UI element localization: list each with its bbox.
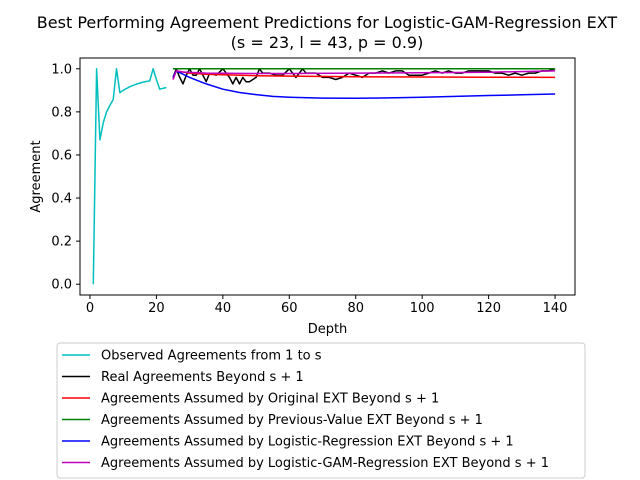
legend-entry: Observed Agreements from 1 to s xyxy=(101,349,322,364)
x-tick-label: 60 xyxy=(281,301,298,316)
legend-entry: Agreements Assumed by Logistic-GAM-Regre… xyxy=(101,456,549,471)
x-tick-label: 80 xyxy=(347,301,364,316)
legend: Observed Agreements from 1 to s Real Agre… xyxy=(56,342,586,479)
x-tick-label: 140 xyxy=(543,301,568,316)
y-tick-label: 0.8 xyxy=(51,105,72,120)
x-axis: 0 20 40 60 80 100 120 140 xyxy=(86,295,568,316)
legend-entry: Agreements Assumed by Previous-Value EXT… xyxy=(101,413,483,428)
y-axis-label: Agreement xyxy=(29,140,44,212)
y-tick-label: 0.6 xyxy=(51,148,72,163)
legend-frame xyxy=(56,342,586,479)
y-tick-label: 0.0 xyxy=(51,278,72,293)
series-line-6 xyxy=(172,70,556,80)
series-line-1 xyxy=(92,68,167,285)
y-tick-label: 0.4 xyxy=(51,192,72,207)
x-tick-label: 40 xyxy=(215,301,232,316)
plot-area xyxy=(79,57,576,296)
y-tick-label: 1.0 xyxy=(51,62,72,77)
legend-entry: Agreements Assumed by Original EXT Beyon… xyxy=(101,392,439,407)
x-tick-label: 0 xyxy=(86,301,94,316)
y-tick-label: 0.2 xyxy=(51,235,72,250)
x-tick-label: 100 xyxy=(410,301,435,316)
chart-title: Best Performing Agreement Predictions fo… xyxy=(37,13,618,32)
legend-entry: Agreements Assumed by Logistic-Regressio… xyxy=(101,435,514,450)
legend-entry: Real Agreements Beyond s + 1 xyxy=(101,370,304,385)
x-tick-label: 20 xyxy=(148,301,165,316)
plot-frame xyxy=(79,57,576,296)
y-axis: 0.0 0.2 0.4 0.6 0.8 1.0 xyxy=(51,62,80,293)
x-axis-label: Depth xyxy=(308,322,348,337)
chart-subtitle: (s = 23, l = 43, p = 0.9) xyxy=(231,33,424,52)
series-line-5 xyxy=(172,70,556,100)
x-tick-label: 120 xyxy=(476,301,501,316)
